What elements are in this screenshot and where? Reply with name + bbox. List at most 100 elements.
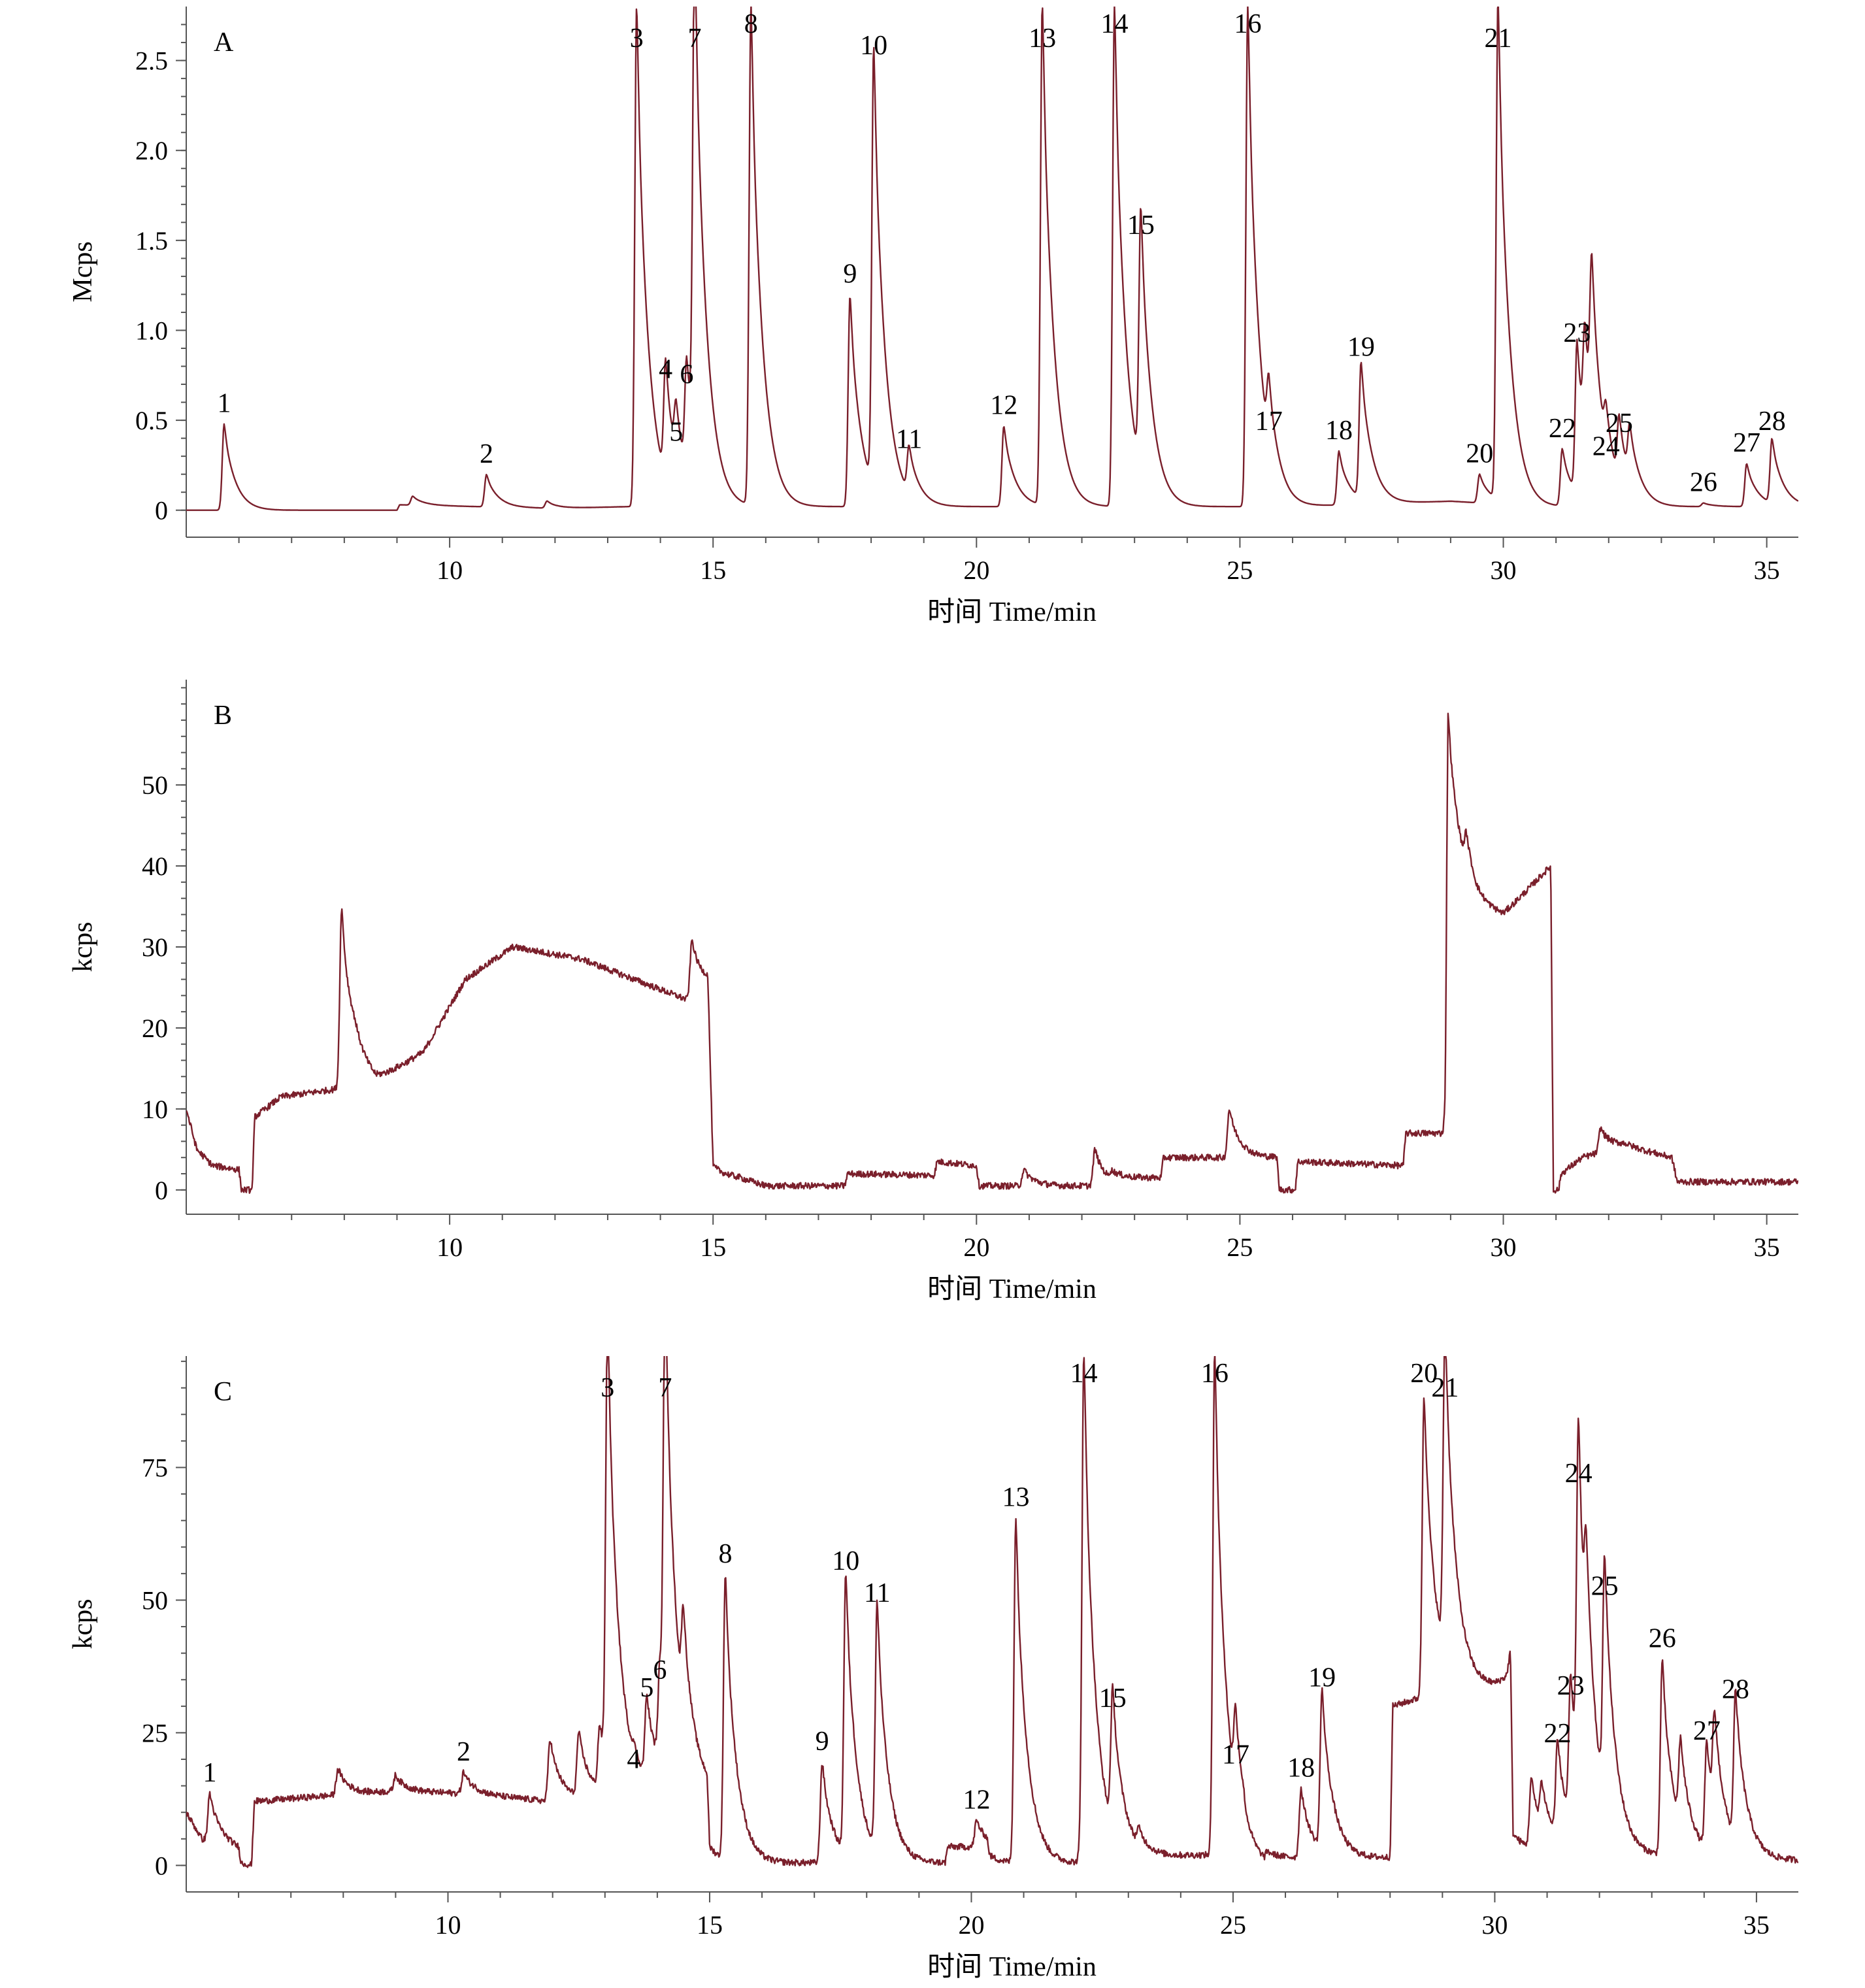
peak-label: 3 bbox=[630, 24, 644, 54]
x-tick-label: 25 bbox=[1227, 1233, 1253, 1262]
x-tick-label: 20 bbox=[958, 1910, 984, 1940]
peak-label: 26 bbox=[1690, 468, 1717, 498]
peak-label: 28 bbox=[1722, 1674, 1749, 1704]
x-tick-label: 30 bbox=[1481, 1910, 1508, 1940]
peak-label: 20 bbox=[1410, 1359, 1438, 1389]
peak-label: 8 bbox=[744, 9, 758, 39]
x-axis-title: 时间 Time/min bbox=[927, 597, 1097, 627]
peak-label: 27 bbox=[1693, 1716, 1721, 1746]
peak-label: 1 bbox=[203, 1758, 217, 1788]
peak-label: 14 bbox=[1070, 1359, 1098, 1389]
y-tick-label: 40 bbox=[142, 852, 168, 881]
peak-label: 4 bbox=[627, 1745, 640, 1775]
peak-label: 27 bbox=[1733, 428, 1760, 458]
peak-label: 24 bbox=[1565, 1459, 1593, 1489]
peak-label: 8 bbox=[719, 1539, 733, 1569]
peak-label: 22 bbox=[1549, 414, 1576, 444]
x-tick-label: 35 bbox=[1754, 1233, 1780, 1262]
peak-label: 13 bbox=[1002, 1483, 1030, 1513]
x-tick-label: 30 bbox=[1491, 555, 1517, 585]
peak-label: 2 bbox=[480, 439, 493, 469]
y-tick-label: 2.5 bbox=[135, 46, 168, 76]
panel-letter: C bbox=[214, 1377, 232, 1407]
peak-label: 10 bbox=[860, 31, 887, 61]
y-tick-label: 75 bbox=[142, 1453, 168, 1482]
peak-label: 21 bbox=[1484, 24, 1511, 54]
peak-label: 23 bbox=[1563, 318, 1591, 348]
x-tick-label: 20 bbox=[963, 1233, 989, 1262]
peak-label: 4 bbox=[659, 354, 672, 384]
peak-label: 19 bbox=[1347, 332, 1375, 362]
peak-label: 5 bbox=[640, 1673, 653, 1703]
peak-label: 20 bbox=[1466, 439, 1493, 469]
y-axis-title: Mcps bbox=[68, 241, 98, 302]
peak-label: 19 bbox=[1308, 1663, 1336, 1693]
peak-label: 22 bbox=[1544, 1719, 1572, 1749]
y-tick-label: 20 bbox=[142, 1014, 168, 1043]
x-tick-label: 15 bbox=[700, 1233, 726, 1262]
peak-label: 16 bbox=[1234, 9, 1262, 39]
panel-b: 10 15 20 25 30 35 0 10 20 30 40 50 时间 Time/min kcps B bbox=[68, 680, 1798, 1304]
x-tick-label: 20 bbox=[963, 555, 989, 585]
y-axis-title: kcps bbox=[68, 1599, 98, 1649]
y-tick-label: 0 bbox=[155, 1851, 168, 1880]
peak-label: 17 bbox=[1255, 406, 1283, 437]
x-tick-label: 35 bbox=[1754, 555, 1780, 585]
x-tick-label: 10 bbox=[437, 555, 463, 585]
peak-label: 16 bbox=[1201, 1359, 1229, 1389]
x-tick-label: 15 bbox=[697, 1910, 723, 1940]
peak-label: 15 bbox=[1099, 1683, 1127, 1714]
peak-label: 3 bbox=[601, 1373, 614, 1403]
panel-letter: B bbox=[214, 701, 232, 731]
y-tick-label: 1.0 bbox=[135, 316, 168, 345]
peak-label: 15 bbox=[1127, 210, 1155, 240]
y-tick-label: 10 bbox=[142, 1095, 168, 1124]
y-tick-label: 25 bbox=[142, 1718, 168, 1748]
peak-label: 6 bbox=[680, 360, 693, 390]
x-tick-label: 30 bbox=[1491, 1233, 1517, 1262]
peak-label: 9 bbox=[843, 259, 857, 289]
peak-label: 23 bbox=[1557, 1671, 1585, 1701]
y-axis-title: kcps bbox=[68, 922, 98, 972]
panel-letter: A bbox=[214, 27, 234, 58]
peak-label: 14 bbox=[1101, 9, 1129, 39]
peak-label: 7 bbox=[687, 24, 701, 54]
y-tick-label: 50 bbox=[142, 770, 168, 800]
chromatogram-trace bbox=[186, 7, 1798, 511]
x-tick-label: 15 bbox=[700, 555, 726, 585]
peak-label: 1 bbox=[218, 389, 231, 419]
y-tick-label: 0 bbox=[155, 496, 168, 525]
chromatogram-trace bbox=[186, 1356, 1798, 1868]
peak-label: 13 bbox=[1029, 24, 1056, 54]
peak-label: 12 bbox=[990, 390, 1017, 420]
peak-label: 28 bbox=[1758, 406, 1786, 437]
y-tick-label: 0.5 bbox=[135, 406, 168, 435]
peak-label: 7 bbox=[658, 1373, 672, 1403]
x-tick-label: 10 bbox=[437, 1233, 463, 1262]
peak-label: 6 bbox=[653, 1655, 667, 1685]
peak-label: 10 bbox=[832, 1546, 859, 1576]
peak-label: 25 bbox=[1606, 408, 1633, 439]
chromatogram-trace bbox=[186, 712, 1798, 1194]
peak-label: 2 bbox=[457, 1737, 470, 1767]
y-tick-label: 1.5 bbox=[135, 226, 168, 256]
y-tick-label: 2.0 bbox=[135, 136, 168, 165]
peak-label: 12 bbox=[963, 1785, 990, 1815]
peak-label: 11 bbox=[864, 1578, 890, 1608]
peak-label: 17 bbox=[1222, 1740, 1249, 1770]
y-tick-label: 30 bbox=[142, 933, 168, 962]
peak-label: 21 bbox=[1431, 1373, 1459, 1403]
peak-label: 9 bbox=[816, 1727, 829, 1757]
x-tick-label: 25 bbox=[1227, 555, 1253, 585]
peak-label: 18 bbox=[1325, 416, 1353, 446]
peak-label: 5 bbox=[669, 418, 683, 448]
y-tick-label: 0 bbox=[155, 1176, 168, 1205]
peak-label: 18 bbox=[1287, 1753, 1315, 1783]
x-axis-title: 时间 Time/min bbox=[927, 1274, 1097, 1304]
peak-label: 25 bbox=[1591, 1572, 1619, 1602]
x-tick-label: 35 bbox=[1743, 1910, 1770, 1940]
x-tick-label: 25 bbox=[1220, 1910, 1246, 1940]
x-tick-label: 10 bbox=[435, 1910, 461, 1940]
